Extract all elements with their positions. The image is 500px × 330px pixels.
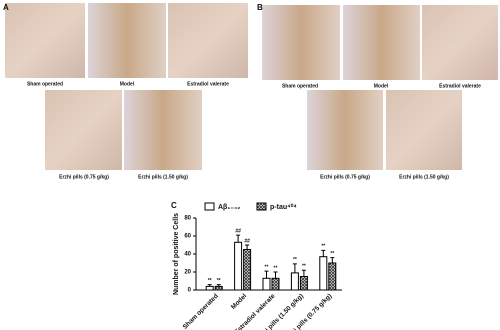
y-axis-label: Number of positive Cells bbox=[173, 213, 180, 295]
micrograph bbox=[422, 5, 498, 80]
error-bar bbox=[245, 244, 250, 250]
bar bbox=[234, 241, 243, 291]
image-label: Model bbox=[374, 83, 389, 89]
error-bar bbox=[330, 257, 335, 263]
error-bar bbox=[207, 284, 212, 287]
image-label: Erzhi pills (0.75 g/kg) bbox=[59, 174, 109, 180]
micrograph bbox=[124, 90, 202, 170]
image-label: Erzhi pills (0.75 g/kg) bbox=[320, 174, 370, 180]
error-bar bbox=[321, 249, 326, 257]
micrograph bbox=[5, 3, 85, 78]
significance: ** bbox=[217, 278, 221, 284]
bar bbox=[299, 276, 308, 291]
significance: ** bbox=[321, 244, 325, 250]
image-label: Sham operated bbox=[27, 81, 63, 87]
y-tick-label: 0 bbox=[188, 288, 192, 294]
bar bbox=[214, 285, 223, 291]
error-bar bbox=[273, 271, 278, 279]
micrograph bbox=[88, 3, 166, 78]
micrograph bbox=[307, 90, 383, 170]
micrograph bbox=[386, 90, 462, 170]
micrograph bbox=[168, 3, 248, 78]
x-tick-label: Model bbox=[230, 293, 248, 311]
image-label: Estradiol valerate bbox=[439, 83, 481, 89]
micrograph bbox=[343, 5, 420, 80]
significance: ## bbox=[235, 228, 241, 234]
legend-swatch bbox=[204, 202, 215, 211]
micrographs bbox=[5, 3, 498, 170]
image-label: Erzhi pills (1.50 g/kg) bbox=[399, 174, 449, 180]
bar-chart: 0 20 40 60 80 Aβ₁₋₄₂ p-tau⁴⁰⁴ Sham operated ** **… bbox=[182, 202, 342, 330]
significance: ** bbox=[293, 257, 297, 263]
error-bar bbox=[301, 269, 306, 277]
image-label: Estradiol valerate bbox=[187, 81, 229, 87]
error-bar bbox=[264, 270, 269, 279]
panel-label: C bbox=[171, 201, 177, 210]
bar bbox=[290, 272, 299, 291]
y-tick-label: 40 bbox=[184, 252, 191, 258]
x-tick-label: Sham operated bbox=[182, 293, 220, 330]
significance: ** bbox=[330, 251, 334, 257]
legend-label: p-tau⁴⁰⁴ bbox=[270, 203, 297, 211]
y-tick-label: 20 bbox=[184, 270, 191, 276]
y-tick-label: 60 bbox=[184, 234, 191, 240]
significance: ** bbox=[208, 278, 212, 284]
error-bar bbox=[236, 234, 241, 243]
micrograph bbox=[262, 5, 340, 80]
legend-label: Aβ₁₋₄₂ bbox=[218, 204, 240, 211]
image-label: Sham operated bbox=[282, 83, 318, 89]
significance: ** bbox=[302, 264, 306, 270]
image-label: Model bbox=[120, 81, 135, 87]
image-label: Erzhi pills (1.50 g/kg) bbox=[138, 174, 188, 180]
bar bbox=[319, 256, 328, 291]
bar bbox=[271, 277, 280, 291]
bar bbox=[243, 249, 252, 291]
bar bbox=[328, 262, 337, 291]
significance: ** bbox=[265, 264, 269, 270]
error-bar bbox=[292, 263, 297, 273]
panel-label: A bbox=[3, 3, 9, 12]
bar bbox=[262, 277, 271, 291]
error-bar bbox=[216, 284, 221, 287]
panel-label: B bbox=[257, 3, 263, 12]
significance: ** bbox=[274, 265, 278, 271]
y-tick-label: 80 bbox=[184, 216, 191, 222]
micrograph bbox=[45, 90, 122, 170]
bar bbox=[205, 285, 214, 291]
legend-swatch bbox=[256, 202, 267, 211]
significance: ## bbox=[244, 238, 250, 244]
